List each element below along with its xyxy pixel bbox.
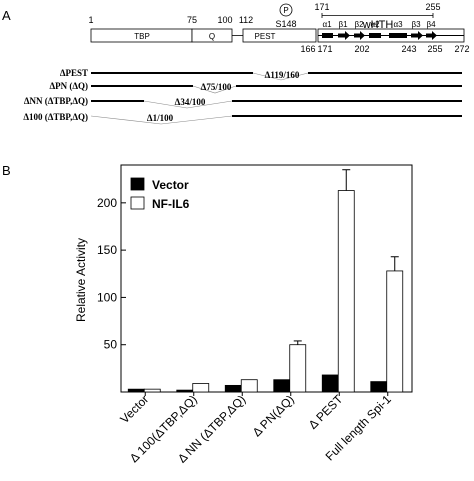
domain-pest-box [242, 28, 317, 43]
strand-b4 [426, 31, 437, 40]
ss-label-a3: α3 [393, 20, 403, 29]
bar-nfil6 [192, 383, 210, 393]
pos-label-1: 1 [88, 15, 93, 25]
strand-b1 [338, 31, 350, 40]
panel-a-label: A [2, 8, 11, 23]
deletion-gap-dpest [252, 72, 309, 81]
bar-vector [176, 389, 194, 393]
y-tick-label: 50 [104, 338, 118, 352]
pos-label-112: 112 [239, 15, 253, 25]
pos-label-255-bottom: 255 [427, 44, 442, 54]
phospho-symbol: P [283, 6, 288, 15]
pos-label-243: 243 [401, 44, 416, 54]
ss-label-b1: β1 [338, 20, 348, 29]
legend-label-nfil6: NF-IL6 [152, 197, 190, 211]
x-tick-label: Δ PEST [306, 392, 346, 432]
domain-map: 1 75 100 112 171 255 P S148 wHTH TBP Q P… [88, 2, 469, 54]
ss-label-b2: β2 [354, 20, 364, 29]
pos-label-75: 75 [187, 15, 197, 25]
helix-a3 [389, 33, 407, 38]
bar-vector [321, 374, 339, 393]
y-tick-label: 100 [97, 290, 117, 304]
pos-label-171-top: 171 [314, 2, 329, 12]
legend-swatch-vector [130, 177, 145, 191]
strand-b2 [354, 31, 365, 40]
plot-frame [120, 164, 413, 393]
x-tick-label: Δ PN(ΔQ) [250, 392, 297, 439]
deletion-gap-d100 [90, 115, 233, 125]
x-tick-label: Vector [117, 392, 151, 426]
ss-label-b3: β3 [411, 20, 421, 29]
legend: Vector NF-IL6 [130, 177, 190, 211]
bar-nfil6 [386, 270, 404, 393]
deletion-gap-dnn [143, 100, 233, 109]
pos-label-100: 100 [217, 15, 232, 25]
bar-nfil6 [337, 190, 355, 393]
deletion-name-dpest: ΔPEST [60, 68, 88, 78]
panel-b-label: B [2, 163, 11, 178]
legend-swatch-nfil6 [130, 196, 145, 210]
y-tick-label: 200 [97, 196, 117, 210]
domain-q-label: Q [209, 32, 215, 41]
y-axis-ticks: 50 100 150 200 [97, 196, 126, 352]
deletion-name-d100: Δ100 (ΔTBP,ΔQ) [23, 112, 88, 122]
phospho-site: S148 [275, 19, 296, 29]
bar-nfil6 [240, 379, 258, 393]
pos-label-255-top: 255 [425, 2, 440, 12]
deletion-gap-label-dpest: Δ119/160 [265, 70, 300, 80]
bar-group [127, 169, 404, 393]
deletion-name-dnn: ΔNN (ΔTBP,ΔQ) [24, 96, 88, 106]
legend-label-vector: Vector [152, 178, 189, 192]
bar-vector [224, 384, 242, 393]
deletion-gap-label-dnn: Δ34/100 [175, 97, 206, 107]
domain-tbp-label: TBP [134, 32, 150, 41]
ss-label-a2: α2 [370, 20, 380, 29]
y-tick-label: 150 [97, 243, 117, 257]
pos-label-171-bottom: 171 [317, 44, 332, 54]
bar-vector [127, 388, 145, 393]
y-axis-label: Relative Activity [74, 238, 88, 322]
pos-label-202: 202 [354, 44, 369, 54]
deletion-gap-label-dpn: Δ75/100 [201, 82, 232, 92]
ss-label-b4: β4 [426, 20, 436, 29]
deletion-gap-dpn [192, 85, 237, 94]
phospho-circle [279, 3, 293, 17]
bar-nfil6 [289, 344, 307, 393]
whth-label: wHTH [362, 19, 394, 31]
helix-a1 [322, 33, 333, 38]
strand-b3 [411, 31, 423, 40]
bar-vector [273, 379, 291, 393]
deletion-name-dpn: ΔPN (ΔQ) [49, 81, 88, 91]
whth-bracket [321, 13, 434, 18]
helix-a2 [369, 33, 381, 38]
bar-vector [370, 381, 388, 393]
domain-pest-label: PEST [255, 32, 276, 41]
pos-label-272: 272 [454, 44, 469, 54]
bar-nfil6 [143, 388, 161, 393]
pos-label-166: 166 [300, 44, 315, 54]
ss-label-a1: α1 [322, 20, 332, 29]
deletion-gap-label-d100: Δ1/100 [147, 113, 174, 123]
deletion-constructs: ΔPEST Δ119/160 ΔPN (ΔQ) Δ75/100 ΔNN (ΔTB… [23, 68, 462, 125]
